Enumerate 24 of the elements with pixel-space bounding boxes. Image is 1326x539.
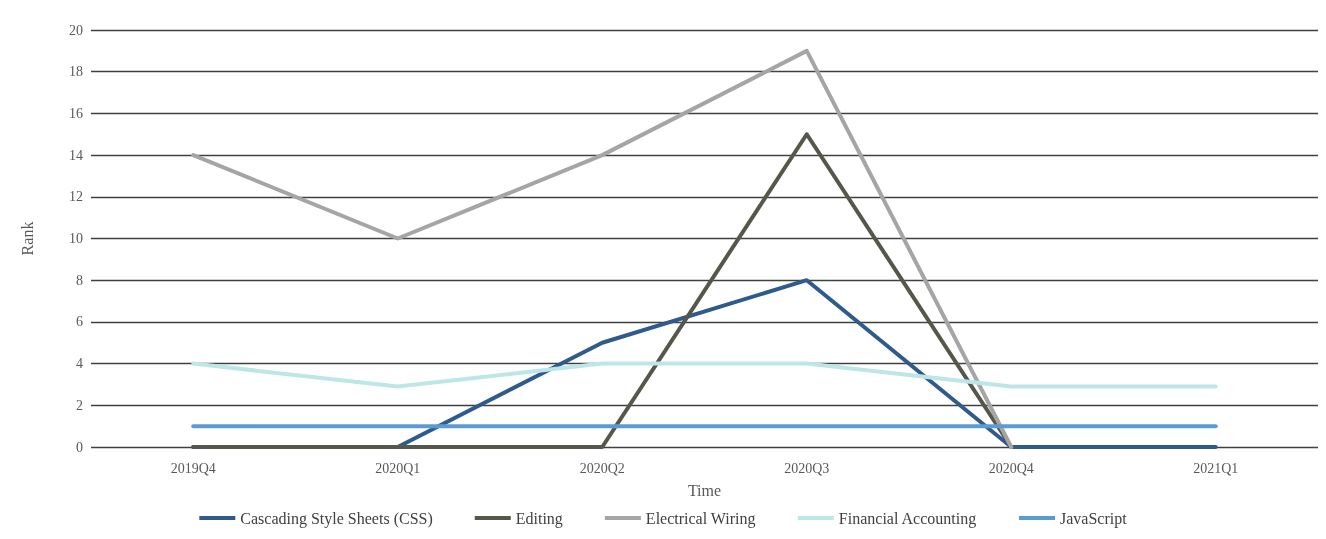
y-tick-label: 18 — [69, 64, 83, 80]
x-tick-label: 2020Q4 — [988, 460, 1034, 476]
y-tick-label: 8 — [76, 272, 83, 288]
x-tick-label: 2020Q1 — [375, 460, 421, 476]
y-tick-label: 2 — [76, 397, 83, 413]
x-tick-label: 2020Q3 — [784, 460, 830, 476]
y-axis-title: Rank — [18, 221, 36, 256]
y-tick-label: 10 — [69, 231, 83, 246]
y-tick-label: 14 — [69, 147, 83, 163]
x-tick-label: 2019Q4 — [170, 460, 216, 476]
y-tick-label: 16 — [69, 105, 83, 121]
x-tick-label: 2021Q1 — [1193, 460, 1239, 476]
legend-label: Electrical Wiring — [645, 509, 756, 528]
y-tick-label: 20 — [69, 22, 83, 38]
x-tick-label: 2020Q2 — [579, 460, 625, 476]
legend-label: Editing — [515, 509, 563, 528]
legend-label: Financial Accounting — [838, 509, 977, 528]
legend-label: JavaScript — [1060, 509, 1128, 528]
y-tick-label: 6 — [76, 314, 83, 330]
legend-label: Cascading Style Sheets (CSS) — [240, 509, 433, 528]
x-axis-title: Time — [687, 481, 722, 499]
y-tick-label: 0 — [76, 439, 83, 455]
y-tick-label: 12 — [69, 189, 83, 205]
y-tick-label: 4 — [76, 356, 83, 372]
